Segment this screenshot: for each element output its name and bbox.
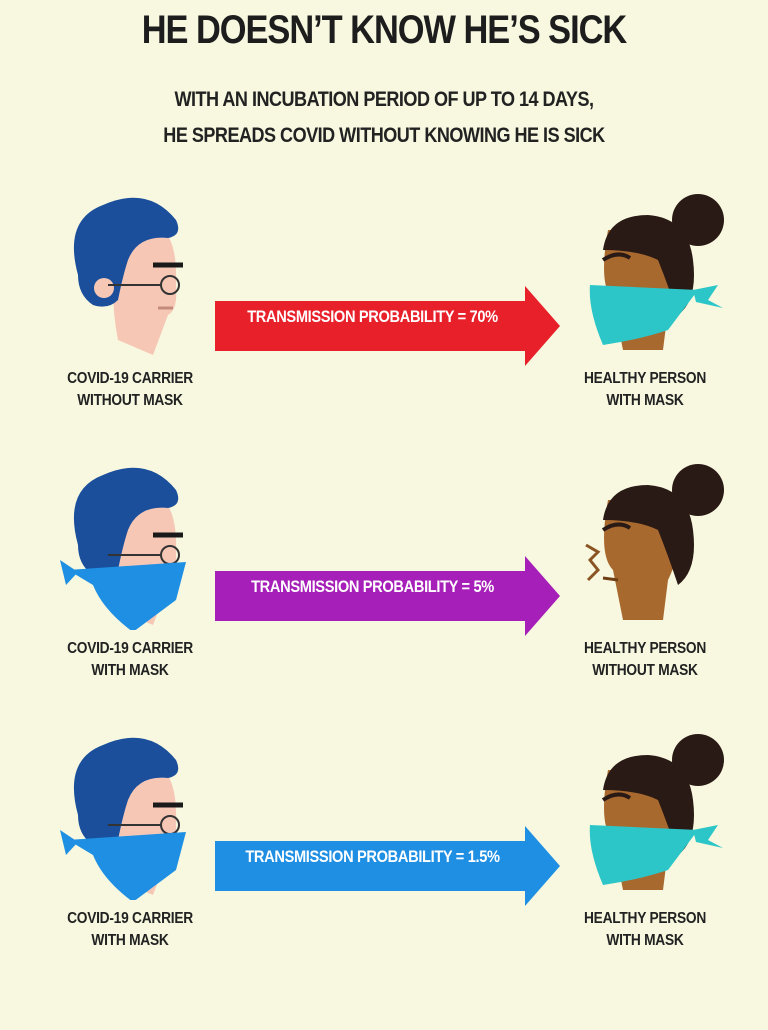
left-caption: COVID-19 CARRIER WITH MASK bbox=[44, 908, 216, 952]
arrow-shape bbox=[215, 556, 560, 636]
right-caption-line-1: HEALTHY PERSON bbox=[583, 370, 707, 387]
left-caption: COVID-19 CARRIER WITH MASK bbox=[44, 638, 216, 682]
transmission-arrow bbox=[215, 286, 560, 366]
right-caption-line-2: WITH MASK bbox=[606, 392, 684, 409]
subtitle-line-2: HE SPREADS COVID WITHOUT KNOWING HE IS S… bbox=[163, 124, 605, 147]
subtitle-line-1: WITH AN INCUBATION PERIOD OF UP TO 14 DA… bbox=[174, 88, 594, 111]
transmission-arrow bbox=[215, 556, 560, 636]
right-caption-line-1: HEALTHY PERSON bbox=[583, 910, 707, 927]
right-caption-line-2: WITHOUT MASK bbox=[592, 662, 698, 679]
healthy-person-masked-icon bbox=[589, 734, 724, 890]
arrow-shape bbox=[215, 286, 560, 366]
carrier-masked-icon bbox=[60, 737, 186, 900]
transmission-probability-label: TRANSMISSION PROBABILITY = 70% bbox=[247, 307, 498, 326]
healthy-person-masked-icon bbox=[589, 194, 724, 350]
left-caption: COVID-19 CARRIER WITHOUT MASK bbox=[44, 368, 216, 412]
carrier-masked-icon bbox=[60, 467, 186, 630]
arrow-shape bbox=[215, 826, 560, 906]
scenario-row-1: TRANSMISSION PROBABILITY = 70% COVID-19 … bbox=[0, 190, 768, 490]
transmission-probability-label: TRANSMISSION PROBABILITY = 1.5% bbox=[245, 847, 500, 866]
transmission-arrow bbox=[215, 826, 560, 906]
left-caption-line-2: WITH MASK bbox=[91, 662, 169, 679]
left-caption-line-1: COVID-19 CARRIER bbox=[67, 370, 193, 387]
scenario-row-3: TRANSMISSION PROBABILITY = 1.5% COVID-19… bbox=[0, 730, 768, 1030]
right-caption: HEALTHY PERSON WITH MASK bbox=[555, 368, 736, 412]
right-caption-line-1: HEALTHY PERSON bbox=[583, 640, 707, 657]
left-caption-line-1: COVID-19 CARRIER bbox=[67, 640, 193, 657]
scenario-row-2: TRANSMISSION PROBABILITY = 5% COVID-19 C… bbox=[0, 460, 768, 760]
right-caption-line-2: WITH MASK bbox=[606, 932, 684, 949]
healthy-person-unmasked-icon bbox=[585, 464, 724, 620]
left-caption-line-2: WITHOUT MASK bbox=[77, 392, 183, 409]
carrier-unmasked-icon bbox=[73, 197, 183, 355]
left-caption-line-2: WITH MASK bbox=[91, 932, 169, 949]
transmission-probability-label: TRANSMISSION PROBABILITY = 5% bbox=[251, 577, 494, 596]
page-title: HE DOESN’T KNOW HE’S SICK bbox=[141, 8, 628, 52]
left-caption-line-1: COVID-19 CARRIER bbox=[67, 910, 193, 927]
right-caption: HEALTHY PERSON WITH MASK bbox=[555, 908, 736, 952]
right-caption: HEALTHY PERSON WITHOUT MASK bbox=[555, 638, 736, 682]
